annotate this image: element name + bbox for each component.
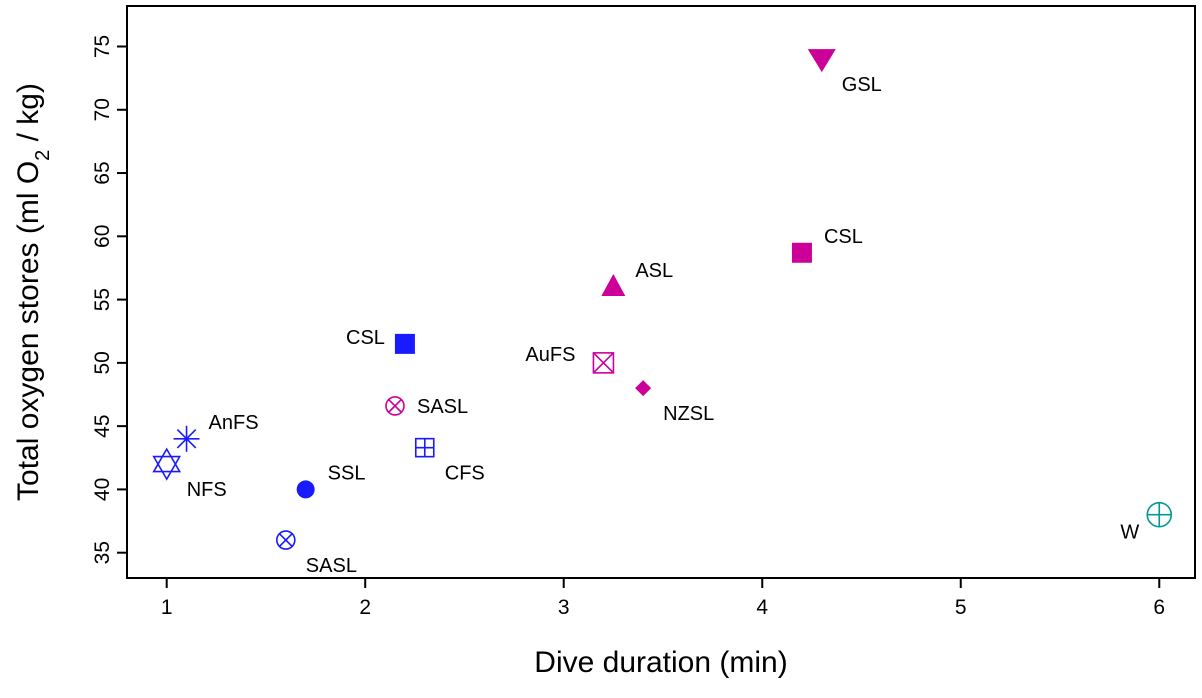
data-point [807,49,836,73]
data-point [635,380,652,397]
data-point [276,530,296,550]
y-tick-label: 70 [91,98,114,121]
y-tick-label: 65 [91,161,114,184]
x-tick-label: 6 [1153,596,1165,619]
point-label: CSL [824,226,863,248]
x-tick-label: 1 [161,596,173,619]
point-label: CSL [346,327,385,349]
point-label: SSL [328,462,366,484]
data-point [592,352,615,374]
plot-frame [126,5,1196,579]
data-point [791,242,812,263]
y-axis-title-part-2: / kg) [12,83,45,150]
y-tick-label: 55 [91,288,114,311]
x-tick-label: 2 [359,596,371,619]
y-tick-label: 50 [91,351,114,374]
point-label: AnFS [209,412,259,434]
point-label: ASL [635,260,673,282]
data-point [601,273,626,296]
y-axis-title: Total oxygen stores (ml O2 / kg) [12,83,54,501]
data-point [1146,501,1173,528]
y-axis: 35 40 45 50 55 60 65 70 75 [91,35,127,564]
point-label: NZSL [663,403,714,425]
y-axis-title-part-1: Total oxygen stores (ml O [12,161,45,501]
point-label: AuFS [525,344,575,366]
x-axis: 1 2 3 4 5 6 [161,578,1165,619]
point-label: SASL [306,555,357,577]
point-label: SASL [417,396,468,418]
y-tick-label: 45 [91,414,114,437]
point-label: NFS [187,479,227,501]
data-point [173,425,200,452]
data-point [414,437,435,458]
x-axis-title: Dive duration (min) [534,646,787,679]
data-points [152,49,1173,550]
x-tick-label: 3 [558,596,570,619]
data-point [152,447,182,481]
data-point [394,333,415,354]
x-tick-label: 4 [756,596,768,619]
y-tick-label: 35 [91,541,114,564]
data-point [296,480,315,499]
point-labels: NFS AnFS SASL SSL CSL SASL CFS AuFS ASL NZSL CSL GS… [187,74,1140,577]
y-tick-label: 40 [91,478,114,501]
y-tick-label: 75 [91,35,114,58]
point-label: GSL [842,74,882,96]
y-tick-label: 60 [91,225,114,248]
x-tick-label: 5 [955,596,967,619]
point-label: CFS [445,463,485,485]
data-point [385,396,405,416]
y-axis-title-subscript: 2 [32,150,54,161]
point-label: W [1120,522,1139,544]
